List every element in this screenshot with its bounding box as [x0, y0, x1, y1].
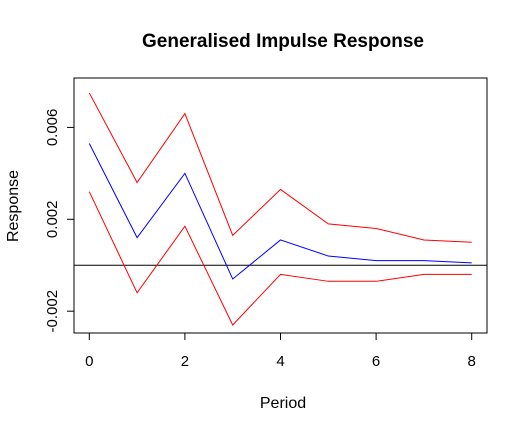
x-tick-label: 0	[85, 353, 93, 370]
y-tick-label: -0.002	[44, 290, 61, 333]
x-tick-label: 2	[181, 353, 189, 370]
axis-ticks: 0 2 4 6 8 -0.002 0.002 0.006	[44, 109, 476, 370]
series-lines	[74, 92, 487, 326]
plot-frame	[73, 77, 488, 334]
x-tick-label: 8	[468, 353, 476, 370]
chart-title: Generalised Impulse Response	[142, 31, 424, 52]
x-tick-label: 6	[372, 353, 380, 370]
y-tick-label: 0.002	[44, 201, 61, 239]
x-tick-label: 4	[276, 353, 284, 370]
series-line-lower	[88, 191, 472, 326]
x-axis-label: Period	[260, 395, 306, 412]
y-axis-label: Response	[5, 170, 22, 242]
series-line-upper	[88, 92, 472, 243]
y-tick-label: 0.006	[44, 109, 61, 147]
series-line-estimate	[88, 143, 472, 280]
